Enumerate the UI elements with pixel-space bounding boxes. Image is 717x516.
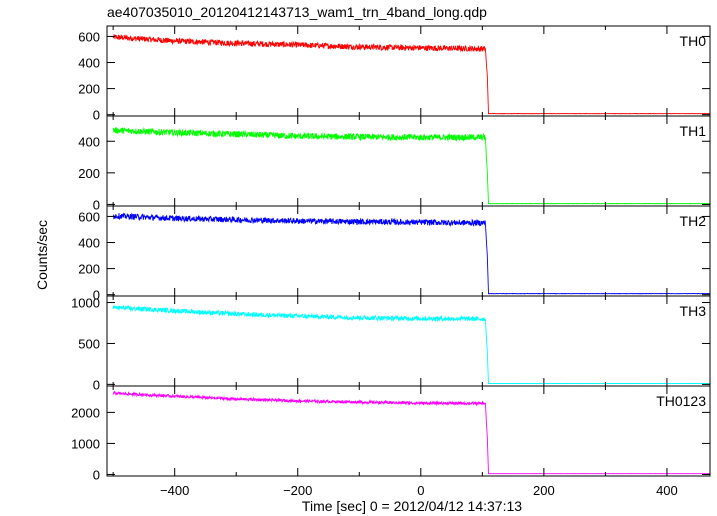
y-tick-label: 0 <box>93 377 100 392</box>
x-axis-label: Time [sec] 0 = 2012/04/12 14:37:13 <box>302 498 522 514</box>
x-tick-label: 200 <box>533 483 555 498</box>
series-line-th1 <box>112 126 710 205</box>
y-tick-label: 1000 <box>71 296 100 311</box>
x-tick-label: 0 <box>417 483 424 498</box>
panel-th2: 0 200 400 600 TH2 <box>78 205 711 303</box>
x-tick-label: −400 <box>160 483 189 498</box>
chart-title: ae407035010_20120412143713_wam1_trn_4ban… <box>107 4 487 20</box>
series-line-th0 <box>112 34 711 115</box>
series-line-th2 <box>113 212 710 295</box>
y-tick-label: 0 <box>93 467 100 482</box>
y-tick-label: 0 <box>93 197 100 212</box>
series-label-th1: TH1 <box>680 123 707 139</box>
x-tick-label: 400 <box>656 483 678 498</box>
series-label-th0123: TH0123 <box>656 393 706 409</box>
series-line-th3 <box>112 304 711 385</box>
x-tick-label: −200 <box>283 483 312 498</box>
y-tick-label: 200 <box>78 82 100 97</box>
y-tick-label: 200 <box>78 262 100 277</box>
series-label-th3: TH3 <box>680 303 707 319</box>
y-axis-label: Counts/sec <box>34 220 50 290</box>
panel-th0: 0 200 400 600 TH0 <box>78 25 711 123</box>
y-tick-label: 200 <box>78 166 100 181</box>
panel-frame <box>106 385 711 477</box>
y-tick-label: 2000 <box>71 405 100 420</box>
y-tick-label: 500 <box>78 336 100 351</box>
panel-th3: 0 500 1000 TH3 <box>71 295 711 392</box>
y-tick-label: 0 <box>93 108 100 123</box>
panel-frame <box>106 115 711 207</box>
series-label-th0: TH0 <box>680 33 707 49</box>
y-tick-label: 400 <box>78 236 100 251</box>
plot-area: 0 200 400 600 TH0 0 200 400 TH1 0 200 400 600 TH2 0 500… <box>71 25 711 498</box>
y-tick-label: 400 <box>78 134 100 149</box>
series-label-th2: TH2 <box>680 213 707 229</box>
y-tick-label: 0 <box>93 288 100 303</box>
panel-th0123: 0 1000 2000 TH0123 −400 −200 0 200 400 <box>71 385 711 498</box>
panel-frame <box>106 25 711 117</box>
panel-frame <box>106 295 711 387</box>
panel-th1: 0 200 400 TH1 <box>78 115 711 212</box>
y-tick-label: 1000 <box>71 436 100 451</box>
y-tick-label: 600 <box>78 29 100 44</box>
y-tick-label: 600 <box>78 209 100 224</box>
y-tick-label: 400 <box>78 56 100 71</box>
series-line-th0123 <box>112 390 711 475</box>
